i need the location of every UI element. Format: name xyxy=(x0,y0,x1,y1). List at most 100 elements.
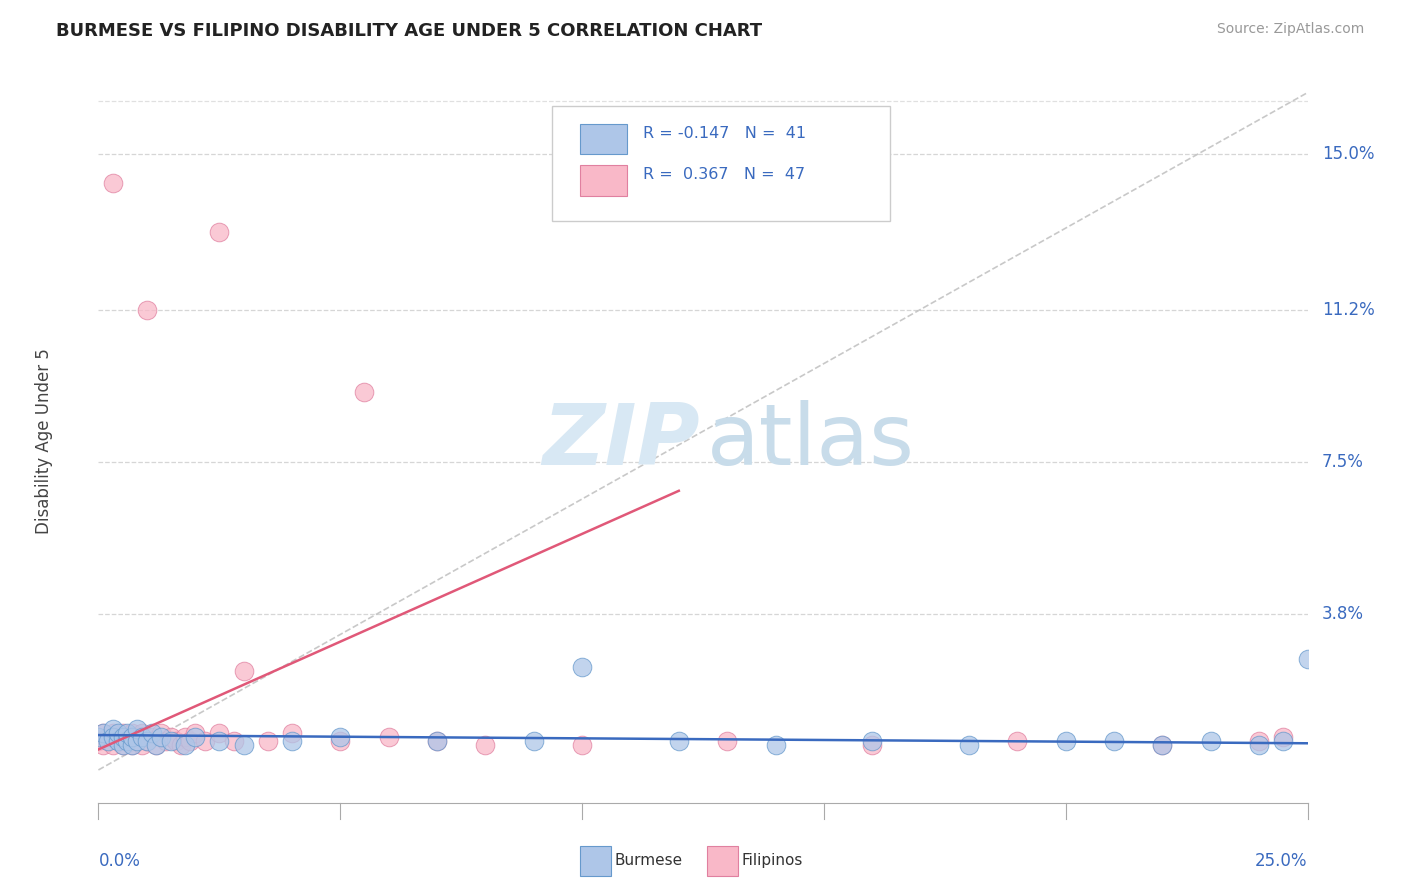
Text: 3.8%: 3.8% xyxy=(1322,605,1364,623)
Text: R = -0.147   N =  41: R = -0.147 N = 41 xyxy=(643,126,806,141)
Point xyxy=(145,739,167,753)
Point xyxy=(222,734,245,748)
Point xyxy=(131,730,153,744)
Point xyxy=(523,734,546,748)
Point xyxy=(860,739,883,753)
Point xyxy=(194,734,217,748)
Point xyxy=(135,734,157,748)
Point xyxy=(155,734,177,748)
Point xyxy=(131,726,153,740)
Point xyxy=(165,734,187,748)
Point xyxy=(174,739,197,753)
Point xyxy=(474,739,496,753)
Point xyxy=(121,739,143,753)
Point xyxy=(208,225,231,239)
Point xyxy=(232,665,254,679)
Point xyxy=(111,739,134,753)
Text: 7.5%: 7.5% xyxy=(1322,453,1364,471)
Text: Disability Age Under 5: Disability Age Under 5 xyxy=(35,349,53,534)
Point xyxy=(97,730,120,744)
Text: atlas: atlas xyxy=(707,400,915,483)
Point xyxy=(107,734,129,748)
Point xyxy=(107,726,129,740)
Point xyxy=(716,734,738,748)
Point xyxy=(329,734,352,748)
Point xyxy=(184,726,207,740)
Point xyxy=(91,726,114,740)
Point xyxy=(101,176,124,190)
Point xyxy=(1272,734,1295,748)
Point xyxy=(765,739,787,753)
Point xyxy=(1007,734,1029,748)
Text: Filipinos: Filipinos xyxy=(742,853,803,868)
Point xyxy=(281,726,304,740)
Point xyxy=(160,734,183,748)
Point xyxy=(101,726,124,740)
FancyBboxPatch shape xyxy=(579,124,627,154)
Point xyxy=(117,730,139,744)
Point xyxy=(107,730,129,744)
Point xyxy=(127,730,149,744)
Point xyxy=(97,734,120,748)
Point xyxy=(256,734,278,748)
Text: 11.2%: 11.2% xyxy=(1322,301,1375,319)
Point xyxy=(426,734,449,748)
Text: 15.0%: 15.0% xyxy=(1322,145,1375,163)
Point xyxy=(127,722,149,736)
FancyBboxPatch shape xyxy=(707,847,738,877)
Point xyxy=(91,726,114,740)
Point xyxy=(571,739,593,753)
Point xyxy=(179,734,201,748)
Point xyxy=(117,734,139,748)
Point xyxy=(117,734,139,748)
Text: 0.0%: 0.0% xyxy=(98,852,141,870)
Point xyxy=(1054,734,1077,748)
Point xyxy=(1296,652,1319,666)
Point xyxy=(97,734,120,748)
Point xyxy=(169,739,191,753)
Point xyxy=(668,734,690,748)
FancyBboxPatch shape xyxy=(579,847,612,877)
Point xyxy=(150,726,173,740)
Point xyxy=(101,730,124,744)
Point xyxy=(91,739,114,753)
Point xyxy=(150,730,173,744)
Point xyxy=(860,734,883,748)
Point xyxy=(131,739,153,753)
Point xyxy=(135,734,157,748)
Point xyxy=(377,730,399,744)
Point xyxy=(127,734,149,748)
Point xyxy=(174,730,197,744)
Point xyxy=(121,726,143,740)
FancyBboxPatch shape xyxy=(551,105,890,221)
Point xyxy=(101,739,124,753)
Point xyxy=(87,730,110,744)
Point xyxy=(121,730,143,744)
Text: R =  0.367   N =  47: R = 0.367 N = 47 xyxy=(643,167,804,182)
Point xyxy=(353,385,375,400)
Point xyxy=(208,726,231,740)
Point xyxy=(957,739,980,753)
Text: Burmese: Burmese xyxy=(614,853,683,868)
Point xyxy=(571,660,593,674)
Point xyxy=(121,739,143,753)
Point xyxy=(1199,734,1222,748)
FancyBboxPatch shape xyxy=(579,165,627,195)
Point xyxy=(111,739,134,753)
Point xyxy=(87,734,110,748)
Point xyxy=(232,739,254,753)
Point xyxy=(117,726,139,740)
Point xyxy=(101,722,124,736)
Point xyxy=(1249,739,1271,753)
Point xyxy=(107,734,129,748)
Point xyxy=(281,734,304,748)
Text: Source: ZipAtlas.com: Source: ZipAtlas.com xyxy=(1216,22,1364,37)
Point xyxy=(160,730,183,744)
Point xyxy=(329,730,352,744)
Point xyxy=(1272,730,1295,744)
Point xyxy=(1102,734,1125,748)
Point xyxy=(141,726,163,740)
Point xyxy=(127,734,149,748)
Point xyxy=(184,730,207,744)
Point xyxy=(1152,739,1174,753)
